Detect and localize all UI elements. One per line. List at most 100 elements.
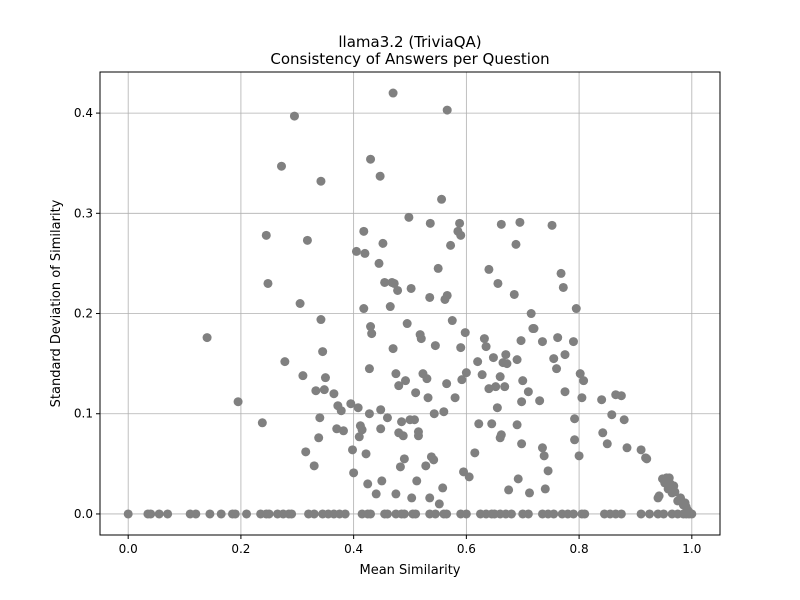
data-point [636, 509, 646, 519]
data-point [364, 364, 374, 374]
data-point [354, 432, 364, 442]
data-point [456, 343, 466, 353]
data-point [429, 409, 439, 419]
x-axis-ticks: 0.0 0.2 0.4 0.6 0.8 1.0 [119, 535, 701, 556]
grid-lines [100, 72, 720, 535]
data-point [457, 375, 467, 385]
data-point [433, 263, 443, 273]
data-point [359, 226, 369, 236]
data-point [353, 403, 363, 413]
data-point [205, 509, 215, 519]
y-tick-label: 0.3 [74, 206, 93, 220]
data-point [579, 376, 589, 386]
data-point [553, 333, 563, 343]
data-point [540, 484, 550, 494]
data-point [526, 309, 536, 319]
data-point [684, 507, 694, 517]
data-point [364, 409, 374, 419]
data-point [320, 373, 330, 383]
data-point [397, 417, 407, 427]
y-axis-ticks: 0.0 0.1 0.2 0.3 0.4 [74, 106, 100, 521]
data-point [375, 171, 385, 181]
data-point [402, 319, 412, 329]
data-point [422, 374, 432, 384]
data-point [492, 403, 502, 413]
data-point [509, 289, 519, 299]
x-tick-label: 1.0 [682, 542, 701, 556]
data-point [191, 509, 201, 519]
data-point [371, 489, 381, 499]
data-point [301, 447, 311, 457]
data-point [484, 384, 494, 394]
data-point [535, 396, 545, 406]
data-point [385, 302, 395, 312]
data-point [450, 393, 460, 403]
data-point [636, 445, 646, 455]
data-point [556, 268, 566, 278]
data-point [580, 509, 590, 519]
data-point [348, 445, 358, 455]
data-point [504, 485, 514, 495]
data-point [438, 483, 448, 493]
data-point [619, 415, 629, 425]
data-point [488, 353, 498, 363]
data-point [421, 461, 431, 471]
data-point [571, 304, 581, 314]
data-point [233, 397, 243, 407]
data-point [309, 461, 319, 471]
data-point [163, 509, 173, 519]
data-point [429, 455, 439, 465]
data-point [332, 424, 342, 434]
data-point [411, 509, 421, 519]
data-point [376, 424, 386, 434]
data-point [473, 357, 483, 367]
data-point [645, 509, 655, 519]
data-point [399, 454, 409, 464]
data-point [512, 355, 522, 365]
data-point [523, 387, 533, 397]
data-point [517, 439, 527, 449]
data-point [501, 350, 511, 360]
data-point [513, 474, 523, 484]
data-point [382, 413, 392, 423]
data-point [257, 418, 267, 428]
data-point [280, 357, 290, 367]
data-point [523, 509, 533, 519]
data-point [346, 399, 356, 409]
data-point [380, 277, 390, 287]
data-point [230, 509, 240, 519]
data-point [560, 387, 570, 397]
data-point [607, 410, 617, 420]
data-point [496, 430, 506, 440]
data-point [537, 443, 547, 453]
data-point [484, 264, 494, 274]
chart-title: llama3.2 (TriviaQA) [338, 33, 481, 51]
data-point [425, 218, 435, 228]
data-point [479, 334, 489, 344]
data-point [470, 448, 480, 458]
data-point [506, 509, 516, 519]
data-point [377, 476, 387, 486]
data-point [568, 337, 578, 347]
data-point [315, 413, 325, 423]
data-point [338, 426, 348, 436]
y-tick-label: 0.0 [74, 507, 93, 521]
y-tick-label: 0.2 [74, 307, 93, 321]
data-point [461, 509, 471, 519]
data-point [461, 368, 471, 378]
data-point [264, 509, 274, 519]
data-point [357, 425, 367, 435]
data-point [407, 493, 417, 503]
data-point [316, 315, 326, 325]
data-point [336, 406, 346, 416]
data-point [425, 493, 435, 503]
data-point [616, 391, 626, 401]
data-point [460, 328, 470, 338]
data-point [574, 451, 584, 461]
data-point [570, 414, 580, 424]
data-point [410, 415, 420, 425]
data-point [558, 282, 568, 292]
data-point [287, 509, 297, 519]
data-point [314, 433, 324, 443]
data-point [491, 382, 501, 392]
